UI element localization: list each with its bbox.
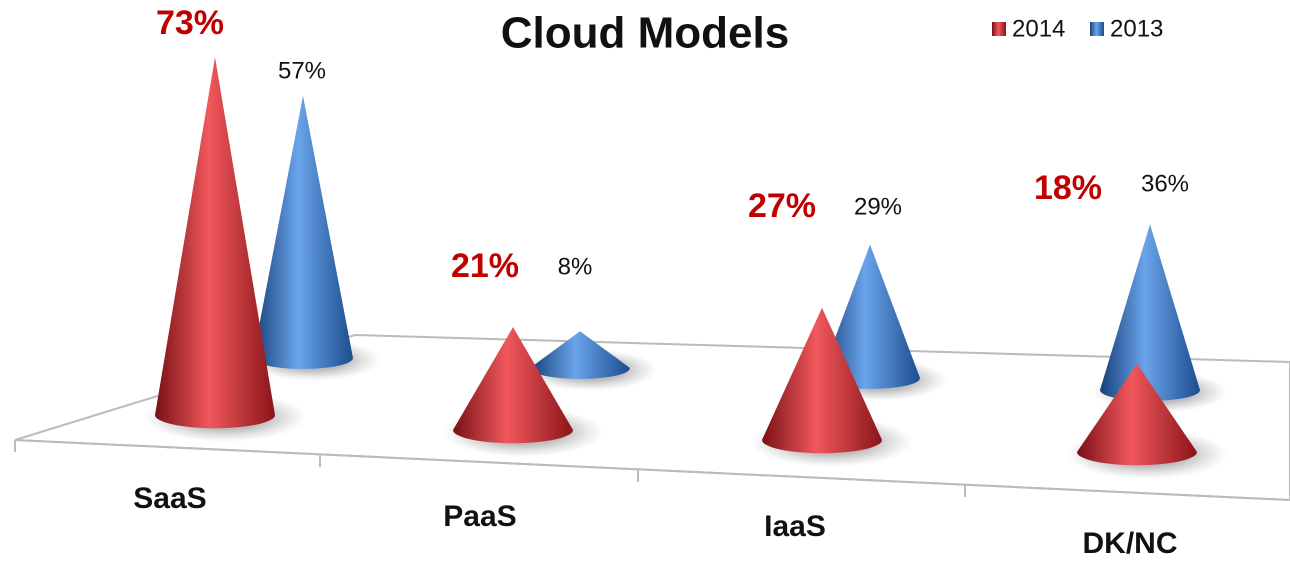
data-label: 57%: [278, 57, 326, 84]
data-label: 73%: [156, 4, 224, 42]
axis-line: [14, 439, 1290, 501]
x-tick-label: PaaS: [443, 500, 516, 533]
x-tick-label: SaaS: [133, 482, 206, 515]
cone: [762, 307, 882, 454]
data-label: 21%: [451, 247, 519, 285]
cone: [530, 331, 630, 379]
data-label: 29%: [854, 193, 902, 220]
cone: [820, 244, 920, 389]
data-label: 27%: [748, 187, 816, 225]
x-tick-label: DK/NC: [1083, 527, 1178, 560]
legend-swatch: [1090, 22, 1104, 36]
data-label: 18%: [1034, 169, 1102, 207]
cone: [155, 57, 275, 429]
x-tick-label: IaaS: [764, 510, 826, 543]
cone: [1077, 363, 1197, 466]
legend-label: 2014: [1012, 15, 1065, 42]
cone: [253, 95, 353, 370]
cone: [1100, 224, 1200, 401]
chart-title: Cloud Models: [501, 9, 789, 58]
legend-label: 2013: [1110, 15, 1163, 42]
data-label: 36%: [1141, 170, 1189, 197]
cone: [453, 327, 573, 444]
data-label: 8%: [558, 253, 593, 280]
legend-swatch: [992, 22, 1006, 36]
